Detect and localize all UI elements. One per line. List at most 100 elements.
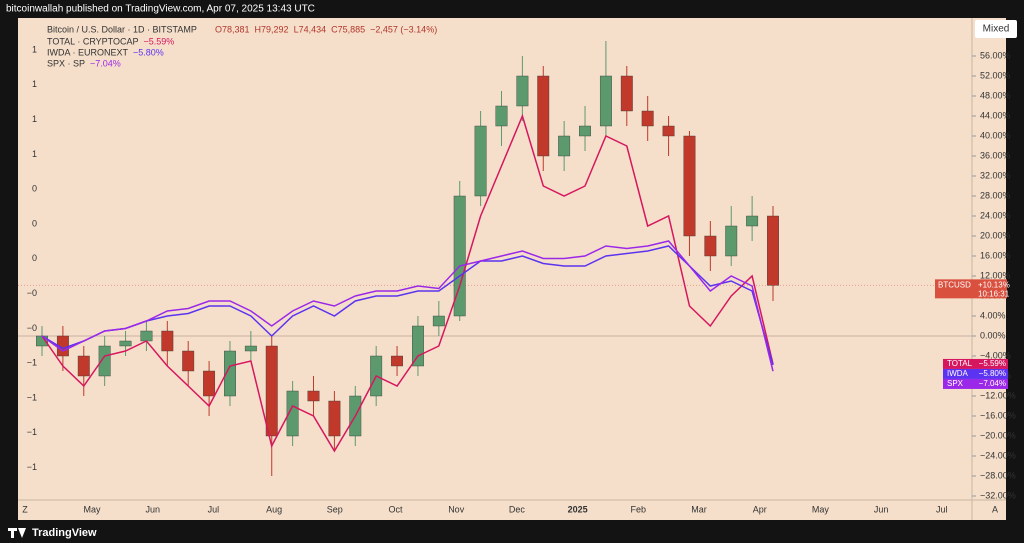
- candle-body: [98, 345, 111, 377]
- y-tick-label: 0.00%: [980, 330, 1006, 340]
- zoom-button[interactable]: Z: [22, 504, 28, 514]
- x-tick-label: Jul: [936, 504, 948, 514]
- candle-body: [474, 125, 487, 197]
- candle-body: [704, 235, 717, 257]
- candle-body: [265, 345, 278, 437]
- series-tag-name: IWDA: [947, 369, 969, 378]
- auto-scale-button[interactable]: A: [992, 504, 998, 514]
- candle-body: [182, 350, 195, 372]
- y-tick-label: 32.00%: [980, 170, 1011, 180]
- candle-body: [767, 215, 779, 286]
- series-tag-name: TOTAL: [947, 359, 973, 368]
- series-line: [41, 113, 774, 453]
- x-tick-label: Jun: [874, 504, 889, 514]
- left-axis-label: −1: [27, 427, 37, 437]
- series-line: [41, 240, 774, 372]
- chart-background: [18, 18, 1006, 520]
- x-tick-label: Jun: [145, 504, 160, 514]
- left-axis-label: 0: [32, 184, 37, 194]
- candle-body: [161, 330, 174, 352]
- candle-body: [140, 330, 153, 342]
- left-axis-label: −0: [27, 288, 37, 298]
- series-legend: IWDA · EURONEXT: [47, 47, 129, 57]
- candle-body: [244, 345, 257, 352]
- left-axis-label: −0: [27, 323, 37, 333]
- scale-mode-label[interactable]: Mixed: [983, 24, 1010, 35]
- price-tag: [935, 279, 1007, 299]
- candle-body: [683, 135, 696, 237]
- price-tag-value: +10.13%: [978, 280, 1010, 289]
- left-axis-label: 1: [32, 79, 37, 89]
- series-legend: TOTAL · CRYPTOCAP: [47, 36, 139, 46]
- ohlc-value: L74,434: [294, 24, 327, 34]
- y-tick-label: 56.00%: [980, 50, 1011, 60]
- x-tick-label: Apr: [753, 504, 767, 514]
- x-tick-label: Dec: [509, 504, 526, 514]
- y-tick-label: −12.00%: [980, 390, 1016, 400]
- left-axis-label: 1: [32, 114, 37, 124]
- candle-body: [620, 75, 633, 112]
- y-tick-label: −4.00%: [980, 350, 1011, 360]
- candle-body: [495, 105, 508, 127]
- y-tick-label: 40.00%: [980, 130, 1011, 140]
- ohlc-value: −2,457 (−3.14%): [370, 24, 437, 34]
- x-tick-label: Feb: [631, 504, 647, 514]
- x-tick-label: Jul: [208, 504, 220, 514]
- series-legend-value: −7.04%: [90, 58, 121, 68]
- brand-name: TradingView: [32, 527, 97, 539]
- candle-body: [516, 75, 529, 107]
- brand-logo: [8, 528, 26, 538]
- left-axis-label: −1: [27, 392, 37, 402]
- series-tag-name: SPX: [947, 379, 964, 388]
- y-tick-label: 48.00%: [980, 90, 1011, 100]
- candle-body: [599, 75, 612, 127]
- candle-body: [411, 325, 424, 367]
- y-tick-label: 52.00%: [980, 70, 1011, 80]
- candle-body: [537, 75, 550, 157]
- candle-body: [203, 370, 216, 397]
- x-tick-label: 2025: [568, 504, 588, 514]
- candle-body: [725, 225, 738, 257]
- candle-body: [641, 110, 654, 127]
- x-tick-label: Aug: [266, 504, 282, 514]
- candle-body: [662, 125, 675, 137]
- y-tick-label: −20.00%: [980, 430, 1016, 440]
- series-line: [41, 245, 774, 366]
- y-tick-label: 16.00%: [980, 250, 1011, 260]
- candle-body: [453, 195, 466, 317]
- y-tick-label: −32.00%: [980, 490, 1016, 500]
- y-tick-label: −24.00%: [980, 450, 1016, 460]
- left-axis-label: −1: [27, 462, 37, 472]
- scale-mode-button[interactable]: [975, 20, 1017, 38]
- series-legend: SPX · SP: [47, 58, 85, 68]
- left-axis-label: −1: [27, 358, 37, 368]
- series-tag-value: −5.59%: [979, 359, 1006, 368]
- series-tag-value: −7.04%: [979, 379, 1006, 388]
- y-tick-label: 44.00%: [980, 110, 1011, 120]
- candle-body: [328, 400, 341, 437]
- candle-body: [391, 355, 404, 367]
- ohlc-value: H79,292: [255, 24, 289, 34]
- x-tick-label: Oct: [388, 504, 403, 514]
- y-tick-label: −16.00%: [980, 410, 1016, 420]
- left-axis-label: 1: [32, 44, 37, 54]
- candle-body: [746, 215, 759, 227]
- published-note: bitcoinwallah published on TradingView.c…: [6, 4, 315, 15]
- candle-body: [558, 135, 571, 157]
- series-tag-value: −5.80%: [979, 369, 1006, 378]
- series-tag: [943, 368, 1008, 379]
- candle-body: [77, 355, 90, 377]
- y-tick-label: 28.00%: [980, 190, 1011, 200]
- x-tick-label: Nov: [448, 504, 465, 514]
- candle-body: [307, 390, 320, 402]
- ohlc-value: O78,381: [215, 24, 250, 34]
- price-tag-name: BTCUSD: [938, 280, 971, 289]
- candle-body: [224, 350, 236, 397]
- candle-body: [119, 340, 132, 347]
- series-legend-value: −5.80%: [133, 47, 164, 57]
- candle-body: [579, 125, 591, 137]
- y-tick-label: −28.00%: [980, 470, 1016, 480]
- x-tick-label: Sep: [327, 504, 343, 514]
